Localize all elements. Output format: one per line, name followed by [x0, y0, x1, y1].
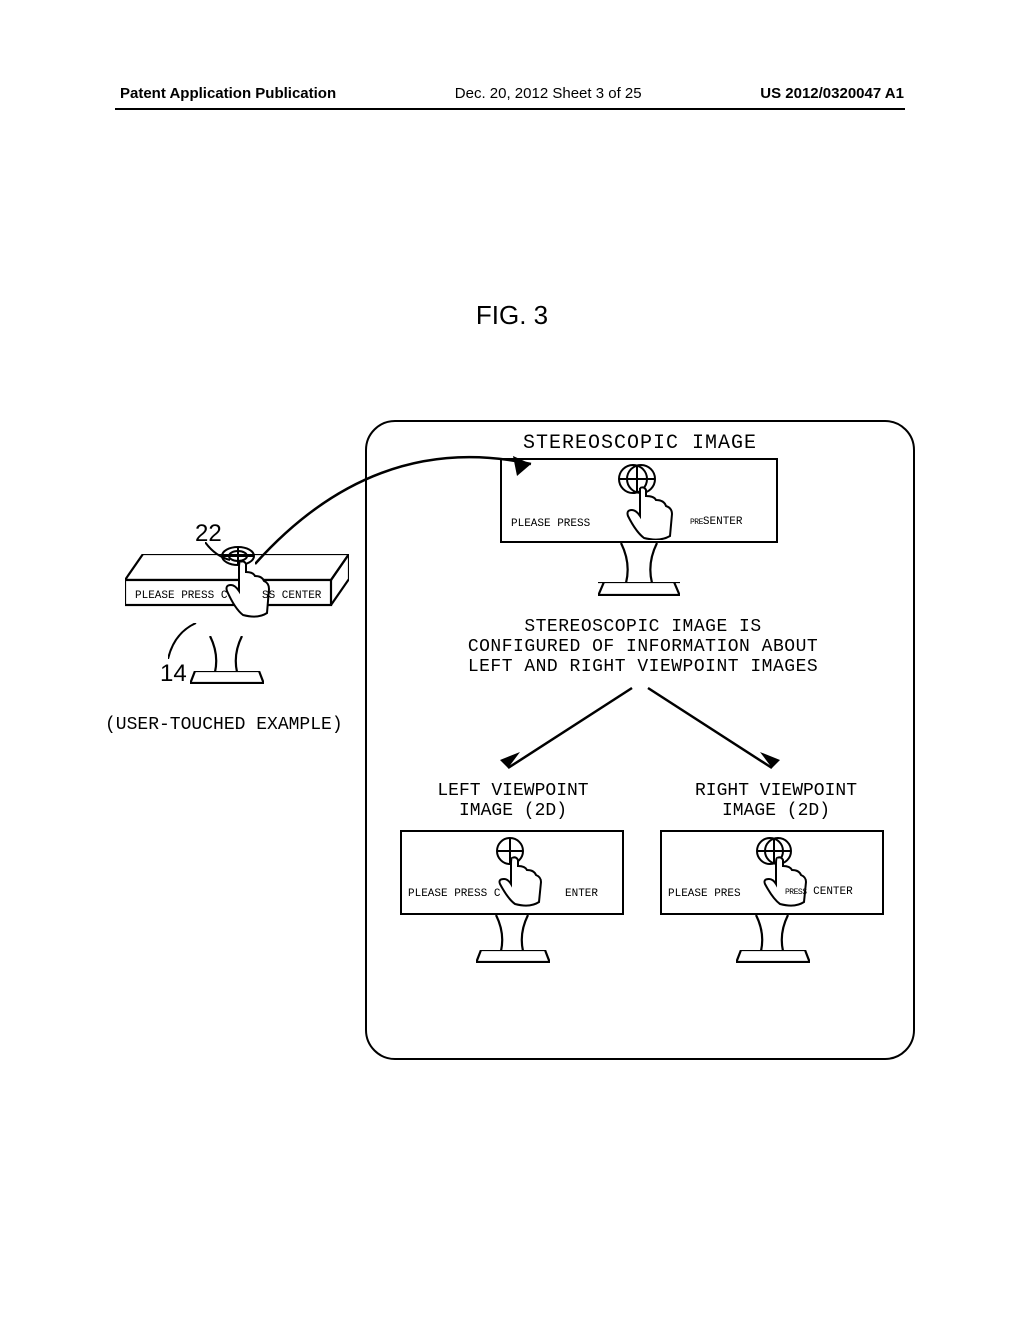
- user-stand: [208, 636, 244, 672]
- right-vp-label: RIGHT VIEWPOINTIMAGE (2D): [656, 782, 896, 822]
- page-header: Patent Application Publication Dec. 20, …: [0, 85, 1024, 102]
- header-right: US 2012/0320047 A1: [760, 85, 904, 102]
- top-stand-base: [598, 582, 680, 596]
- lvp-press-left: PLEASE PRESS C: [408, 888, 500, 900]
- curve-arrow: [255, 450, 545, 570]
- left-vp-label: LEFT VIEWPOINTIMAGE (2D): [393, 782, 633, 822]
- header-rule: [115, 108, 905, 110]
- top-press-small: PRE: [690, 518, 703, 527]
- right-stand-base: [736, 950, 810, 963]
- left-crosshair-finger: [482, 836, 546, 914]
- ref14-leader: [168, 623, 204, 659]
- right-stand: [754, 915, 790, 951]
- right-crosshair-finger: [745, 836, 813, 914]
- user-press-right: SS CENTER: [262, 590, 321, 602]
- fork-arrows: [400, 680, 880, 780]
- user-stand-base: [190, 671, 264, 684]
- left-stand: [494, 915, 530, 951]
- top-press-tail: SENTER: [703, 516, 743, 528]
- rvp-press-right: CENTER: [807, 886, 853, 898]
- header-left: Patent Application Publication: [120, 85, 336, 102]
- rvp-press-mid: PRESS: [785, 888, 807, 897]
- user-caption: (USER-TOUCHED EXAMPLE): [105, 715, 343, 735]
- top-press-left: PLEASE PRESS: [511, 518, 590, 530]
- user-press-left: PLEASE PRESS C: [135, 590, 227, 602]
- top-crosshair-finger: [606, 462, 674, 540]
- left-stand-base: [476, 950, 550, 963]
- top-stand: [619, 543, 659, 583]
- lvp-press-right: ENTER: [565, 888, 598, 900]
- rvp-press-left: PLEASE PRES: [668, 888, 741, 900]
- header-center: Dec. 20, 2012 Sheet 3 of 25: [455, 85, 642, 102]
- paragraph: STEREOSCOPIC IMAGE ISCONFIGURED OF INFOR…: [388, 618, 898, 677]
- figure-label: FIG. 3: [0, 300, 1024, 331]
- ref-14: 14: [160, 660, 187, 688]
